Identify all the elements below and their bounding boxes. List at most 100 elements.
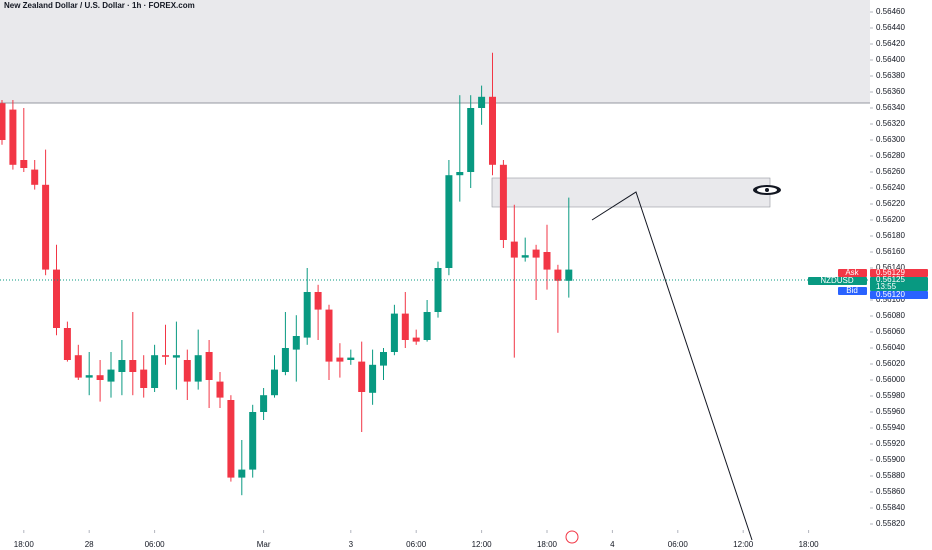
countdown: 13:55	[876, 282, 897, 291]
candle-body	[390, 313, 398, 352]
x-tick-label: 3	[349, 540, 354, 549]
y-tick-label: 0.56280	[876, 151, 905, 160]
candle-body	[9, 109, 17, 165]
y-tick-label: 0.55880	[876, 471, 905, 480]
y-tick-label: 0.56260	[876, 167, 905, 176]
x-tick-label: 18:00	[537, 540, 558, 549]
y-tick-label: 0.56400	[876, 55, 905, 64]
y-tick-label: 0.56240	[876, 183, 905, 192]
bid-box	[870, 291, 928, 299]
y-tick-label: 0.56100	[876, 295, 905, 304]
x-tick-label: 12:00	[472, 540, 493, 549]
candle-body	[532, 249, 540, 258]
x-tick-label: 28	[85, 540, 94, 549]
candle-body	[336, 357, 344, 362]
candle-body	[554, 269, 562, 281]
y-tick-label: 0.55820	[876, 519, 905, 528]
candle-body	[369, 364, 377, 393]
candle-body	[162, 355, 169, 357]
candle-body	[216, 381, 224, 398]
candle-body	[467, 108, 475, 172]
candle-body	[401, 313, 409, 340]
candle-body	[118, 360, 126, 372]
x-tick-label: 18:00	[14, 540, 35, 549]
candle-body	[380, 352, 387, 366]
y-tick-label: 0.55920	[876, 439, 905, 448]
x-tick-label: 12:00	[733, 540, 754, 549]
candle-body	[0, 103, 6, 140]
candle-body	[358, 361, 366, 392]
candle-body	[292, 336, 300, 350]
x-tick-label: 06:00	[406, 540, 427, 549]
candle-body	[183, 360, 191, 382]
ask-tag	[838, 269, 867, 277]
x-tick-label: Mar	[257, 540, 271, 549]
candle-body	[96, 375, 104, 380]
y-tick-label: 0.56060	[876, 327, 905, 336]
y-tick-label: 0.55860	[876, 487, 905, 496]
y-tick-label: 0.56020	[876, 359, 905, 368]
y-tick-label: 0.55940	[876, 423, 905, 432]
candle-body	[31, 169, 39, 185]
candle-body	[85, 375, 93, 378]
y-tick-label: 0.55960	[876, 407, 905, 416]
ask-label: Ask	[845, 268, 859, 277]
candle-body	[271, 369, 278, 396]
y-tick-label: 0.56380	[876, 71, 905, 80]
y-tick-label: 0.56080	[876, 311, 905, 320]
supply-zone	[0, 0, 870, 103]
candle-body	[325, 309, 333, 362]
candle-body	[63, 328, 71, 360]
candle-body	[129, 360, 137, 372]
candle-body	[565, 269, 573, 281]
event-icon	[565, 530, 579, 544]
candle-body	[510, 241, 518, 258]
y-tick-label: 0.56360	[876, 87, 905, 96]
candle-body	[53, 269, 60, 328]
last-box	[870, 277, 928, 291]
y-tick-label: 0.55840	[876, 503, 905, 512]
resistance-zone	[491, 177, 771, 208]
candle-body	[543, 252, 551, 270]
eye-icon	[753, 185, 781, 195]
candle-body	[42, 184, 50, 270]
y-tick-label: 0.56340	[876, 103, 905, 112]
y-tick-label: 0.56160	[876, 247, 905, 256]
ask-box	[870, 269, 928, 277]
candle-body	[227, 400, 235, 478]
candle-body	[303, 292, 311, 338]
y-tick-label: 0.56180	[876, 231, 905, 240]
y-tick-label: 0.56200	[876, 215, 905, 224]
candle-body	[151, 355, 159, 388]
projection-path	[591, 191, 753, 541]
candle-body	[194, 355, 202, 382]
y-tick-label: 0.56320	[876, 119, 905, 128]
x-tick-label: 06:00	[668, 540, 689, 549]
x-tick-label: 4	[610, 540, 615, 549]
y-tick-label: 0.56460	[876, 7, 905, 16]
candle-body	[140, 369, 148, 388]
candle-body	[74, 355, 82, 378]
candle-body	[412, 337, 420, 342]
y-tick-label: 0.56220	[876, 199, 905, 208]
candle-body	[281, 348, 289, 372]
y-tick-label: 0.56300	[876, 135, 905, 144]
candle-body	[445, 175, 453, 268]
y-tick-label: 0.55900	[876, 455, 905, 464]
bid-tag	[838, 287, 867, 295]
y-tick-label: 0.56000	[876, 375, 905, 384]
candle-body	[249, 412, 257, 470]
candle-body	[499, 164, 507, 240]
x-tick-label: 06:00	[145, 540, 166, 549]
candle-body	[20, 160, 28, 168]
y-tick-label: 0.56040	[876, 343, 905, 352]
x-tick-label: 18:00	[799, 540, 820, 549]
candle-body	[521, 255, 529, 258]
candle-body	[489, 96, 496, 165]
candle-body	[347, 357, 355, 360]
candle-body	[478, 96, 486, 108]
bid-value: 0.56120	[876, 290, 905, 299]
candle-body	[238, 469, 246, 478]
candle-body	[456, 172, 464, 176]
